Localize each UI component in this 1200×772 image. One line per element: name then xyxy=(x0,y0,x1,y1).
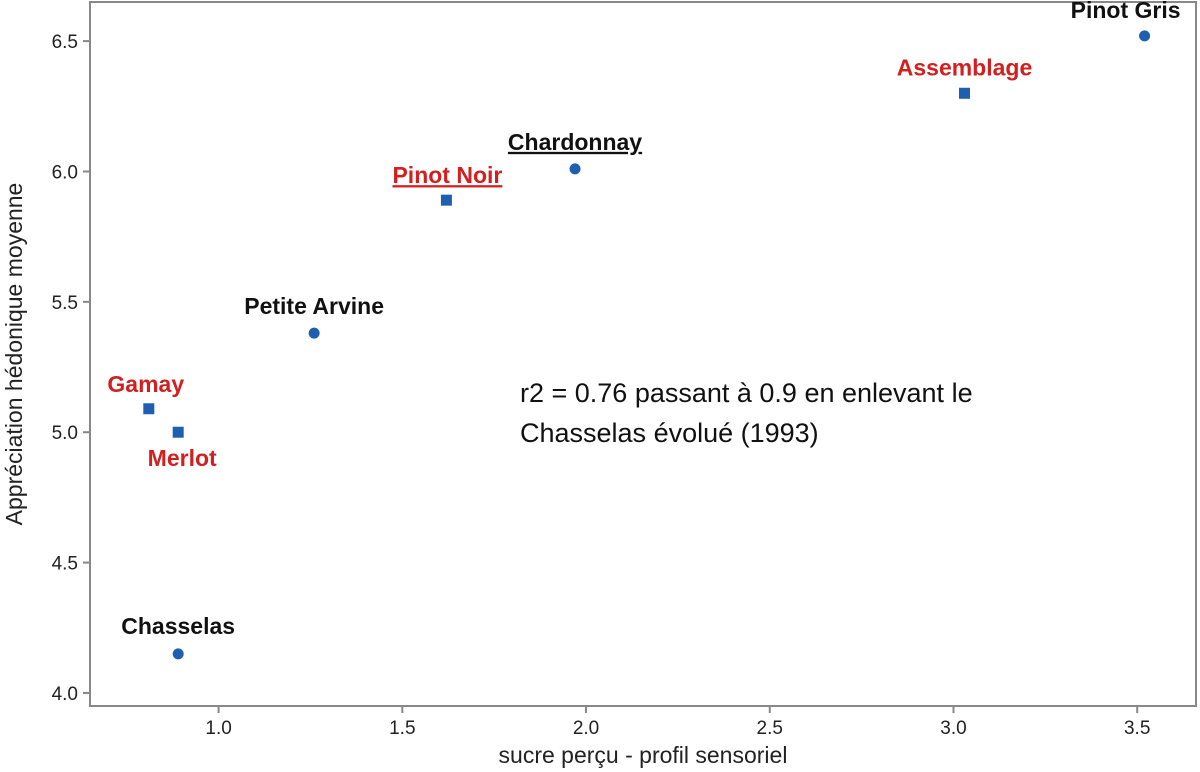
y-tick-label: 5.0 xyxy=(52,423,78,444)
point-label: Chardonnay xyxy=(508,129,642,155)
point-labels: Chasselas Gamay Merlot Petite Arvine Pinot N… xyxy=(107,0,1180,639)
y-tick-label: 5.5 xyxy=(52,293,78,314)
data-point-circle xyxy=(309,328,320,339)
point-label: Petite Arvine xyxy=(244,293,384,319)
y-tick-label: 4.0 xyxy=(52,684,78,705)
annotation-text: r2 = 0.76 passant à 0.9 en enlevant le C… xyxy=(520,378,980,448)
y-axis-title: Appréciation hédonique moyenne xyxy=(1,183,27,526)
data-point-square xyxy=(959,88,970,99)
data-point-square xyxy=(143,403,154,414)
point-label: Chasselas xyxy=(121,613,235,639)
data-point-circle xyxy=(570,163,581,174)
x-tick-label: 2.0 xyxy=(573,718,599,739)
point-label: Assemblage xyxy=(897,54,1033,80)
data-point-circle xyxy=(173,648,184,659)
x-tick-label: 2.5 xyxy=(757,718,783,739)
x-tick-label: 1.5 xyxy=(389,718,415,739)
point-label: Gamay xyxy=(107,371,184,397)
point-label: Pinot Gris xyxy=(1071,0,1181,23)
data-points xyxy=(143,30,1150,659)
y-tick-label: 4.5 xyxy=(52,554,78,575)
annotation-line-1: r2 = 0.76 passant à 0.9 en enlevant le xyxy=(520,378,973,408)
point-label: Merlot xyxy=(148,445,217,471)
x-tick-label: 3.5 xyxy=(1124,718,1150,739)
data-point-square xyxy=(173,427,184,438)
y-tick-label: 6.0 xyxy=(52,162,78,183)
plot-frame xyxy=(90,2,1196,706)
annotation-line-2: Chasselas évolué (1993) xyxy=(520,418,819,448)
point-label: Pinot Noir xyxy=(392,162,502,188)
data-point-circle xyxy=(1139,30,1150,41)
data-point-square xyxy=(441,195,452,206)
x-tick-label: 3.0 xyxy=(940,718,966,739)
y-tick-label: 6.5 xyxy=(52,32,78,53)
x-tick-label: 1.0 xyxy=(205,718,231,739)
x-axis-title: sucre perçu - profil sensoriel xyxy=(499,742,788,768)
